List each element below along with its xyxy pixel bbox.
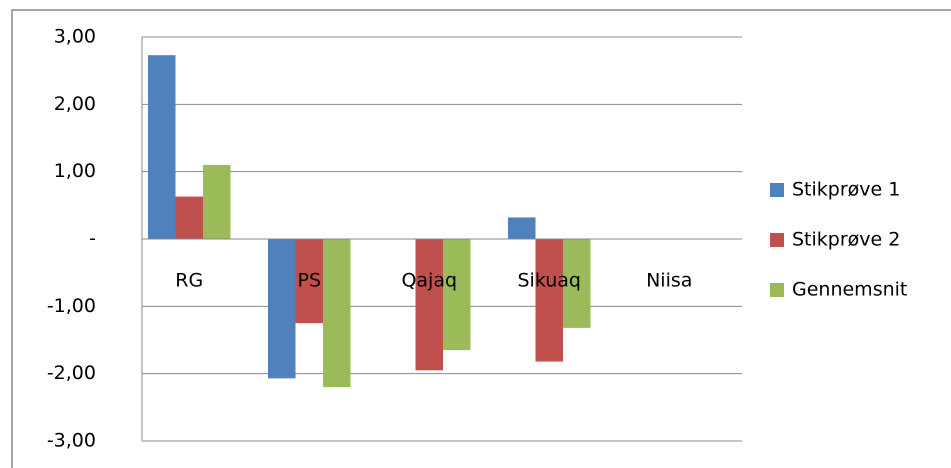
x-tick-label: PS [297,270,321,292]
x-tick-label: Qajaq [401,270,457,292]
legend-label: Stikprøve 2 [792,229,900,251]
bar [563,239,591,328]
legend-swatch [770,233,784,247]
x-tick-label: Sikuaq [517,270,581,292]
x-tick-label: Niisa [646,270,692,292]
bar [443,239,471,351]
bar [323,239,351,388]
legend-swatch [770,183,784,197]
bar [268,239,296,379]
y-tick-label: - [89,228,96,250]
legend-label: Gennemsnit [792,279,907,301]
bar [175,196,203,239]
bar [295,239,323,324]
y-tick-label: 3,00 [54,26,96,48]
bar [415,239,443,371]
legend-label: Stikprøve 1 [792,179,900,201]
y-tick-label: -2,00 [47,362,96,384]
bar [535,239,563,362]
bar [203,164,231,239]
y-tick-label: 2,00 [54,93,96,115]
legend-swatch [770,283,784,297]
y-tick-label: -1,00 [47,295,96,317]
bar [148,55,176,240]
y-tick-label: -3,00 [47,430,96,452]
y-tick-label: 1,00 [54,160,96,182]
bar [508,217,536,239]
x-tick-label: RG [175,270,203,292]
